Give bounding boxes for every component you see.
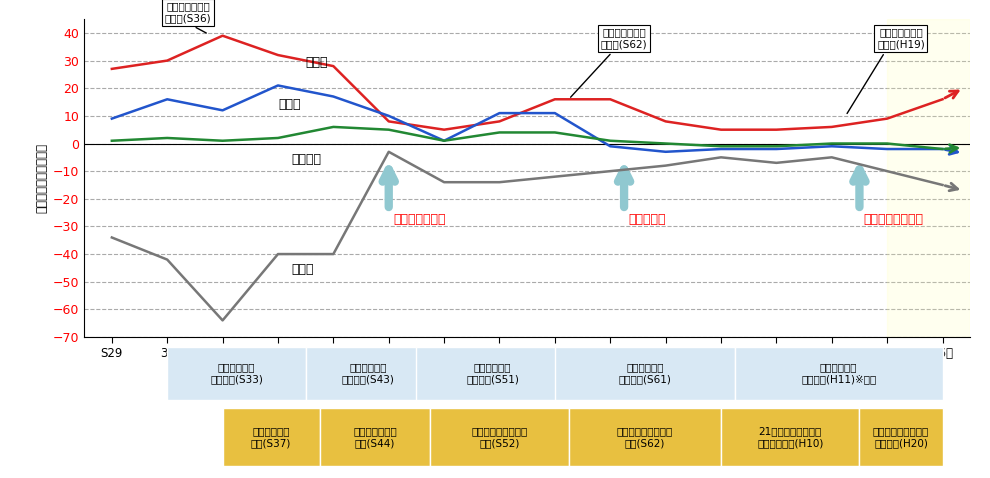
Bar xyxy=(554,347,735,400)
Text: 第三次首都圏
基本計画(S51): 第三次首都圏 基本計画(S51) xyxy=(466,362,519,384)
Text: 関西圏: 関西圏 xyxy=(278,98,301,110)
Text: 第五次首都圏
基本計画(H11)※現行: 第五次首都圏 基本計画(H11)※現行 xyxy=(801,362,876,384)
Text: 第一次首都圏
基本計画(S33): 第一次首都圏 基本計画(S33) xyxy=(210,362,263,384)
Bar xyxy=(859,408,942,466)
Bar xyxy=(306,347,431,400)
Bar xyxy=(568,408,721,466)
Bar xyxy=(887,19,970,337)
Bar xyxy=(431,408,568,466)
Bar xyxy=(167,347,306,400)
Text: 地方圏: 地方圏 xyxy=(292,263,314,276)
Bar xyxy=(735,347,942,400)
Text: 第二次首都圏
基本計画(S43): 第二次首都圏 基本計画(S43) xyxy=(342,362,394,384)
Text: 21世紀の国土のグラ
ンドデザイン(H10): 21世紀の国土のグラ ンドデザイン(H10) xyxy=(757,426,824,448)
Text: 国土形成或計画（全
国計画）(H20): 国土形成或計画（全 国計画）(H20) xyxy=(873,426,929,448)
Text: 全国総合開発
計画(S37): 全国総合開発 計画(S37) xyxy=(250,426,291,448)
Text: 新全国総合開発
計画(S44): 新全国総合開発 計画(S44) xyxy=(353,426,397,448)
Text: 第四次首都圏
基本計画(S61): 第四次首都圏 基本計画(S61) xyxy=(619,362,671,384)
Text: 東京圏: 東京圏 xyxy=(306,56,328,69)
Bar xyxy=(320,408,431,466)
Text: リーマンショック: リーマンショック xyxy=(863,213,924,226)
Y-axis label: （転入超過数　万人）: （転入超過数 万人） xyxy=(36,143,49,213)
Text: バブル崩壊: バブル崩壊 xyxy=(629,213,665,226)
Text: 名古屋圏: 名古屋圏 xyxy=(292,153,322,166)
Bar xyxy=(223,408,320,466)
Text: 第四次全国総合開発
計画(S62): 第四次全国総合開発 計画(S62) xyxy=(617,426,673,448)
Text: 第三次人口流入
ピーク(H19): 第三次人口流入 ピーク(H19) xyxy=(847,28,925,113)
Bar xyxy=(417,347,568,400)
Text: 第一次人口流入
ピーク(S36): 第一次人口流入 ピーク(S36) xyxy=(164,1,211,33)
Bar xyxy=(721,408,859,466)
Text: 第二次人口流入
ピーク(S62): 第二次人口流入 ピーク(S62) xyxy=(570,28,647,97)
Text: オイルショック: オイルショック xyxy=(393,213,446,226)
Text: 第三次全国総合開発
計画(S52): 第三次全国総合開発 計画(S52) xyxy=(471,426,528,448)
